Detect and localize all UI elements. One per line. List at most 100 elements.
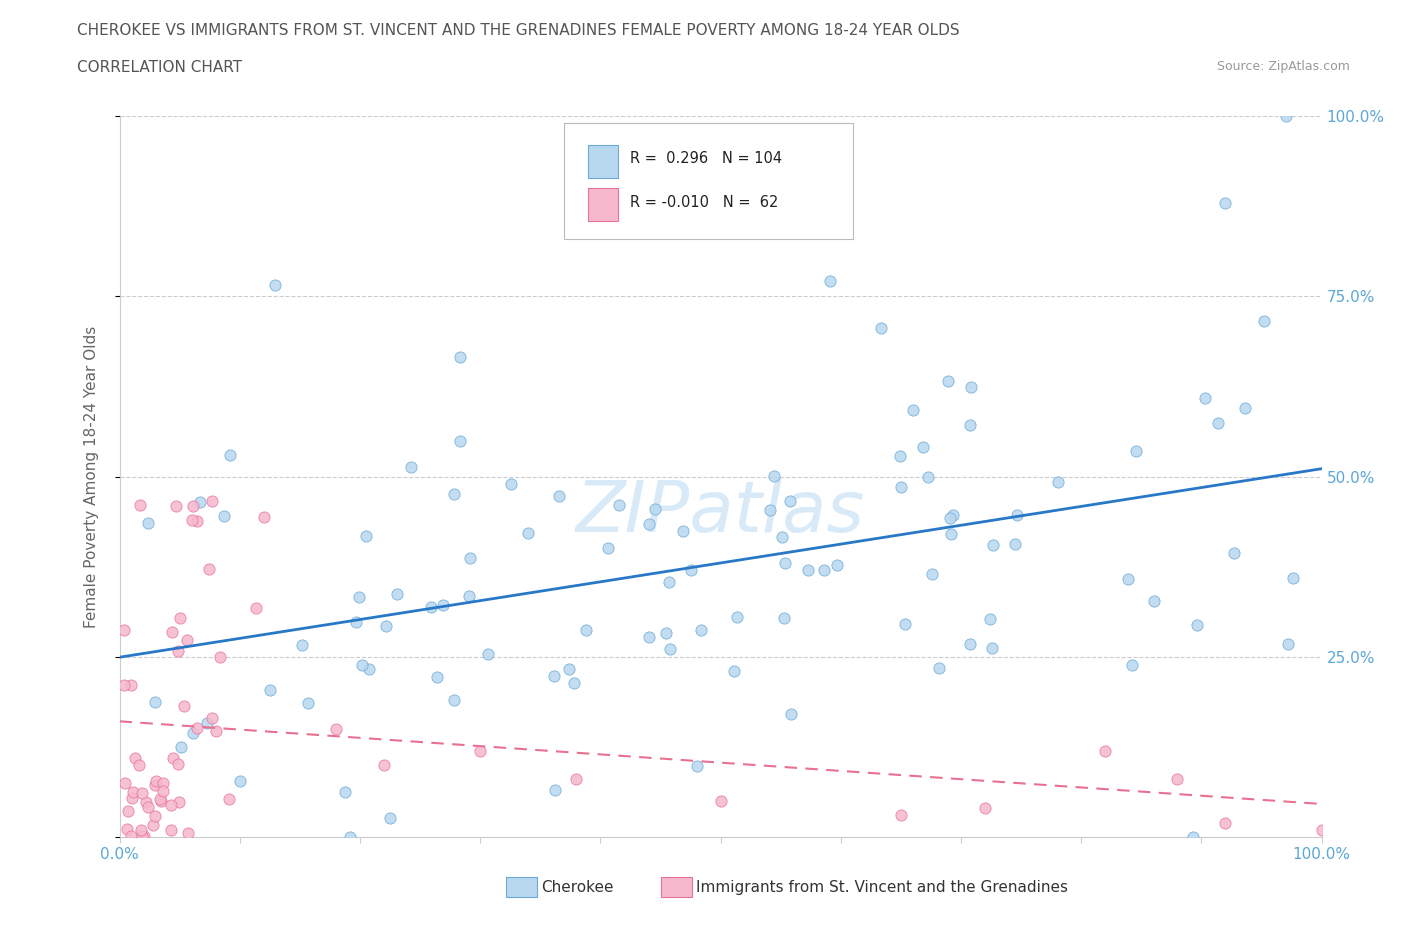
Point <box>339 830 361 844</box>
Point <box>195 716 218 731</box>
Point <box>180 512 202 527</box>
Point <box>149 793 172 808</box>
Point <box>1274 109 1296 124</box>
Point <box>145 774 167 789</box>
Point <box>686 759 709 774</box>
Point <box>655 626 678 641</box>
Point <box>121 790 143 805</box>
Point <box>557 662 579 677</box>
Point <box>335 785 357 800</box>
Point <box>1143 593 1166 608</box>
Point <box>458 551 481 565</box>
Point <box>373 757 395 772</box>
Point <box>980 641 1002 656</box>
Point <box>638 516 661 531</box>
Point <box>890 808 912 823</box>
Point <box>173 698 195 713</box>
Point <box>252 510 274 525</box>
Point <box>166 644 188 658</box>
Text: Source: ZipAtlas.com: Source: ZipAtlas.com <box>1216 60 1350 73</box>
Point <box>160 822 183 837</box>
Text: Cherokee: Cherokee <box>541 880 614 895</box>
Point <box>229 774 252 789</box>
Point <box>420 600 443 615</box>
Point <box>1222 546 1244 561</box>
Point <box>942 508 965 523</box>
Point <box>177 825 200 840</box>
Point <box>1166 772 1188 787</box>
Point <box>165 498 187 513</box>
Point <box>825 558 848 573</box>
Point <box>709 793 731 808</box>
Text: CHEROKEE VS IMMIGRANTS FROM ST. VINCENT AND THE GRENADINES FEMALE POVERTY AMONG : CHEROKEE VS IMMIGRANTS FROM ST. VINCENT … <box>77 23 960 38</box>
Point <box>162 751 184 765</box>
Point <box>759 503 782 518</box>
Point <box>170 739 193 754</box>
Point <box>723 663 745 678</box>
Point <box>449 350 471 365</box>
Point <box>1310 822 1333 837</box>
Point <box>131 829 153 844</box>
Point <box>1281 571 1303 586</box>
Point <box>936 373 959 388</box>
Point <box>911 439 934 454</box>
Point <box>818 274 841 289</box>
Point <box>385 587 408 602</box>
Point <box>135 795 157 810</box>
Point <box>214 509 236 524</box>
Point <box>120 678 142 693</box>
Point <box>890 480 912 495</box>
Point <box>1215 195 1237 210</box>
Point <box>152 784 174 799</box>
Point <box>672 524 695 538</box>
Point <box>143 777 166 792</box>
Point <box>344 614 367 629</box>
Point <box>658 641 681 656</box>
Point <box>780 707 803 722</box>
Point <box>347 590 370 604</box>
Point <box>291 638 314 653</box>
Point <box>979 612 1001 627</box>
Point <box>1118 572 1140 587</box>
Point <box>152 776 174 790</box>
Point <box>117 821 139 836</box>
Point <box>159 798 181 813</box>
Point <box>638 629 661 644</box>
Point <box>169 610 191 625</box>
Point <box>167 757 190 772</box>
Point <box>1194 391 1216 405</box>
Point <box>562 676 585 691</box>
Point <box>245 600 267 615</box>
Point <box>297 696 319 711</box>
Text: Immigrants from St. Vincent and the Grenadines: Immigrants from St. Vincent and the Gren… <box>696 880 1069 895</box>
Point <box>350 658 373 672</box>
Point <box>1253 314 1275 329</box>
Point <box>219 447 242 462</box>
Point <box>1185 618 1208 632</box>
Point <box>1046 475 1069 490</box>
Point <box>917 469 939 484</box>
Point <box>517 525 540 540</box>
Point <box>399 459 422 474</box>
Point <box>443 486 465 501</box>
Point <box>1234 401 1257 416</box>
Point <box>112 678 135 693</box>
Point <box>1094 743 1116 758</box>
Point <box>176 632 198 647</box>
Point <box>117 804 139 818</box>
Point <box>870 321 893 336</box>
Point <box>458 588 481 603</box>
Text: R = -0.010   N =  62: R = -0.010 N = 62 <box>630 195 779 210</box>
Point <box>607 498 630 512</box>
Point <box>122 785 145 800</box>
Point <box>770 529 793 544</box>
Point <box>981 538 1004 552</box>
Point <box>598 540 620 555</box>
Point <box>378 811 401 826</box>
Point <box>188 495 211 510</box>
Point <box>813 563 835 578</box>
Point <box>136 800 159 815</box>
Point <box>1206 416 1229 431</box>
Point <box>725 609 748 624</box>
Point <box>544 782 567 797</box>
